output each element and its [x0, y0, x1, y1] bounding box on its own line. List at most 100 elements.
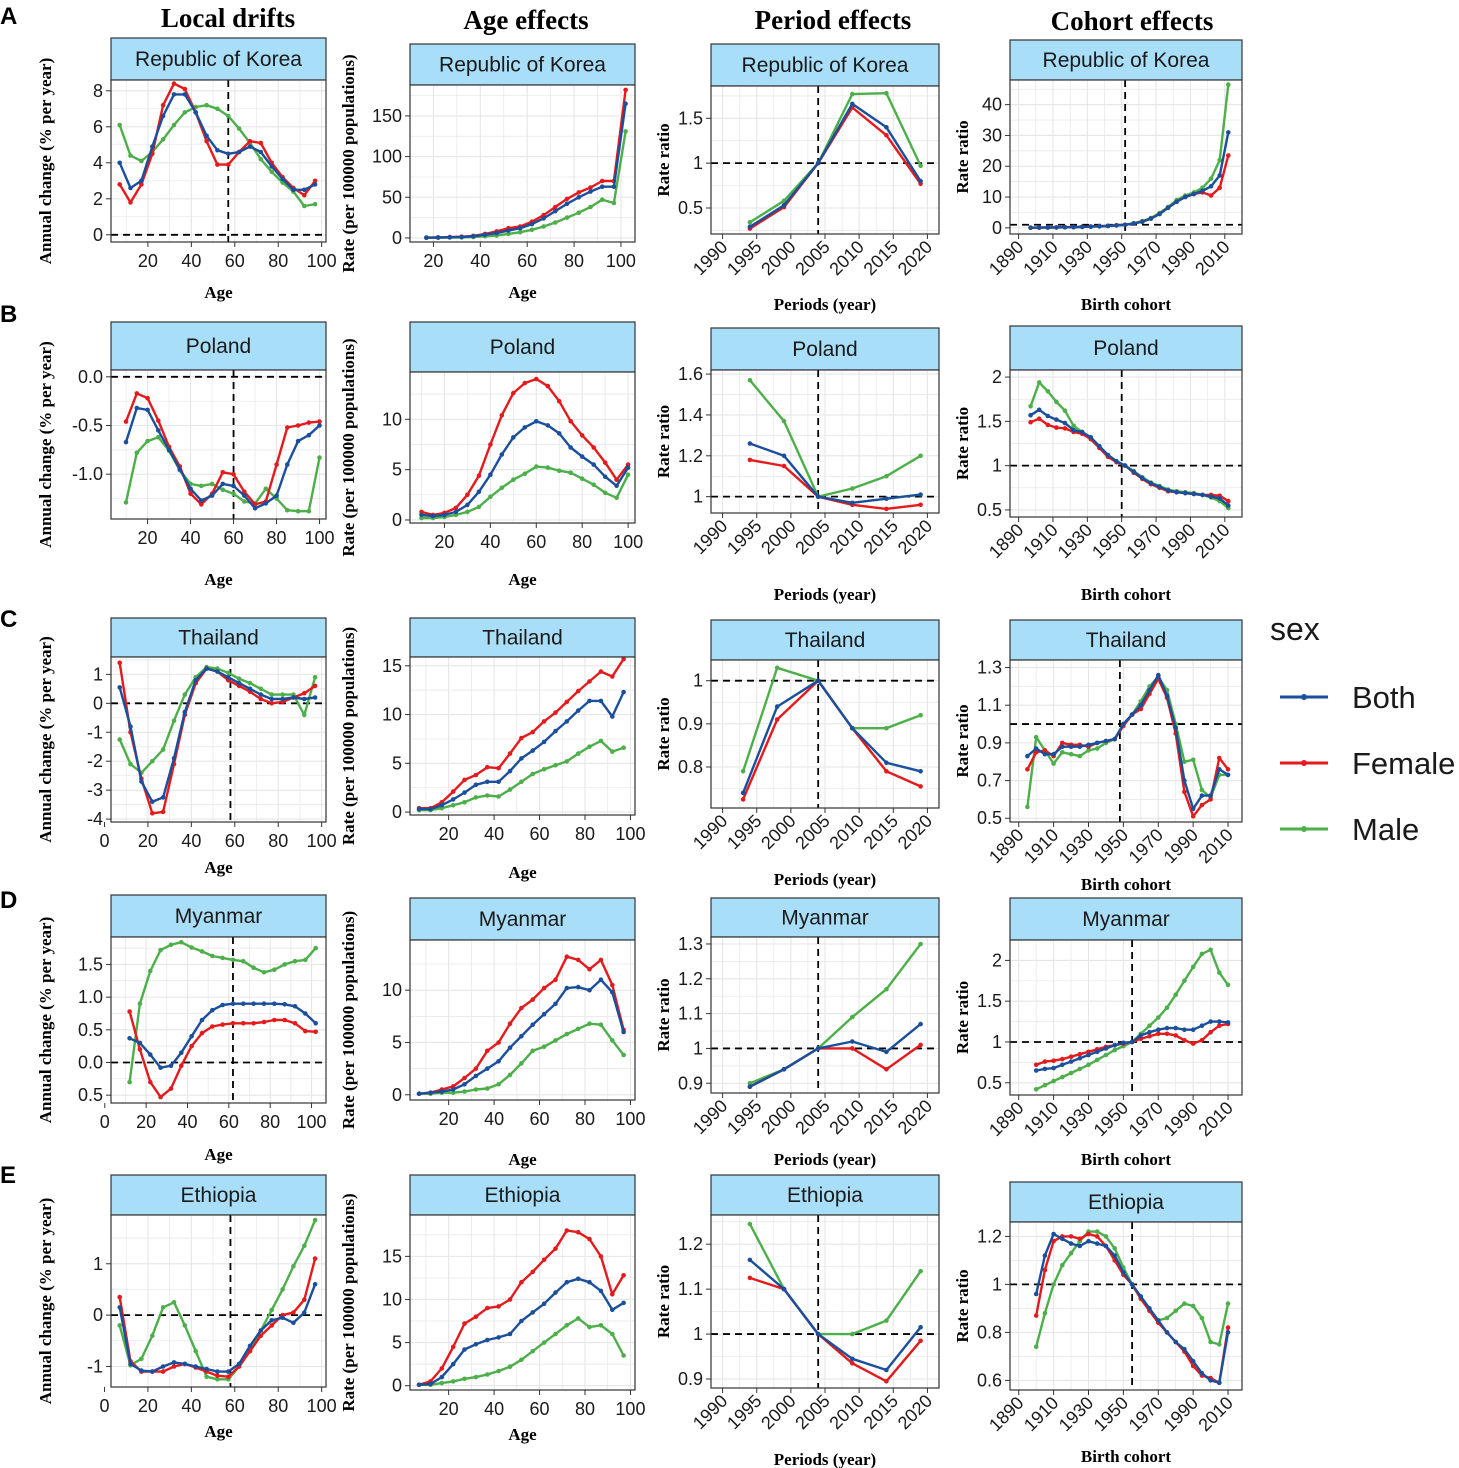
data-point — [148, 1052, 153, 1057]
data-point — [576, 195, 582, 200]
x-tick-label: 100 — [613, 532, 643, 552]
data-point — [1199, 787, 1205, 793]
data-point — [884, 1318, 889, 1323]
data-point — [1190, 1303, 1196, 1309]
data-point — [1191, 491, 1197, 497]
data-point — [621, 1052, 626, 1058]
y-tick-label: 0.5 — [977, 1073, 1002, 1093]
data-point — [439, 802, 445, 808]
series-both — [117, 92, 318, 193]
data-point — [442, 512, 447, 518]
data-point — [193, 1348, 198, 1354]
panel-border — [409, 939, 636, 1101]
data-point — [587, 744, 592, 749]
y-axis-label: Annual change (% per year) — [36, 1198, 55, 1405]
y-tick-label: 8 — [93, 81, 103, 101]
strip — [110, 37, 327, 81]
data-point — [1156, 1031, 1161, 1037]
data-point — [1122, 463, 1128, 468]
legend-title: sex — [1270, 611, 1320, 647]
data-point — [215, 106, 220, 112]
panel-border — [1009, 939, 1243, 1096]
data-point — [1129, 1039, 1135, 1045]
x-tick-label: 1930 — [1054, 520, 1096, 562]
data-point — [1164, 1315, 1170, 1321]
y-tick-label: 1 — [693, 487, 703, 507]
data-point — [884, 760, 889, 765]
x-tick-label: 80 — [572, 532, 592, 552]
data-point — [1148, 481, 1154, 486]
row-label-e: E — [0, 1162, 16, 1189]
data-point — [545, 465, 551, 470]
data-point — [1121, 721, 1126, 727]
x-tick-label: 2010 — [826, 1096, 868, 1138]
data-point — [473, 1342, 479, 1347]
data-point — [884, 725, 889, 731]
data-point — [611, 200, 617, 206]
data-point — [507, 1021, 513, 1026]
panel-thailand-age-effects: Thailand 20 40 60 80 100 0 5 10 15 Age Rate (per 10… — [339, 617, 645, 882]
data-point — [171, 1360, 177, 1365]
data-point — [587, 1324, 592, 1330]
data-point — [145, 438, 150, 444]
data-point — [459, 234, 464, 240]
data-point — [541, 766, 547, 772]
data-point — [1077, 1056, 1083, 1061]
data-point — [1190, 1041, 1196, 1046]
data-point — [1147, 1034, 1152, 1039]
data-point — [179, 939, 184, 945]
gridlines — [111, 1215, 326, 1387]
data-point — [519, 1033, 524, 1039]
data-point — [1190, 806, 1196, 812]
data-point — [1200, 188, 1205, 194]
strip-title: Myanmar — [175, 905, 263, 928]
data-point — [507, 751, 513, 756]
x-tick-label: 1910 — [1019, 237, 1061, 279]
data-point — [1068, 1054, 1074, 1059]
data-point — [1068, 1250, 1074, 1256]
data-point — [598, 698, 604, 704]
y-tick-label: 10 — [382, 409, 402, 429]
data-point — [476, 504, 482, 510]
data-point — [884, 769, 889, 774]
data-point — [242, 489, 247, 495]
data-point — [215, 1377, 220, 1382]
data-point — [1156, 672, 1161, 678]
data-point — [215, 162, 220, 167]
x-tick-label: 40 — [480, 532, 500, 552]
data-point — [204, 1374, 209, 1379]
x-tick-label: 40 — [181, 1396, 201, 1416]
y-tick-label: 1 — [992, 1032, 1002, 1052]
data-point — [1077, 1236, 1083, 1242]
data-point — [1226, 153, 1231, 158]
data-point — [564, 196, 570, 202]
data-point — [160, 1369, 166, 1374]
strip — [710, 1174, 940, 1216]
data-point — [317, 423, 322, 428]
y-tick-label: 0 — [392, 228, 402, 248]
data-point — [575, 1316, 581, 1321]
x-tick-label: 80 — [564, 251, 584, 271]
data-point — [918, 712, 923, 718]
data-point — [251, 965, 256, 970]
data-point — [1077, 753, 1083, 759]
data-point — [602, 460, 608, 465]
data-point — [579, 433, 585, 438]
data-point — [740, 769, 746, 774]
series-male — [747, 377, 923, 500]
plot-area — [410, 940, 635, 1100]
data-point — [598, 1022, 604, 1027]
panel-ethiopia-age-effects: Ethiopia 20 40 60 80 100 0 5 10 15 Age Rate (per 10… — [339, 1174, 645, 1444]
data-point — [815, 494, 821, 500]
y-tick-label: 0.9 — [977, 733, 1002, 753]
data-point — [1174, 489, 1179, 495]
strip-title: Poland — [1093, 337, 1158, 360]
x-tick-label: 2010 — [826, 811, 868, 853]
data-point — [1042, 1267, 1048, 1273]
data-point — [884, 125, 889, 130]
data-point — [918, 1042, 923, 1048]
strip — [110, 321, 327, 371]
data-point — [1199, 802, 1205, 808]
y-tick-label: 0.5 — [78, 1085, 103, 1105]
